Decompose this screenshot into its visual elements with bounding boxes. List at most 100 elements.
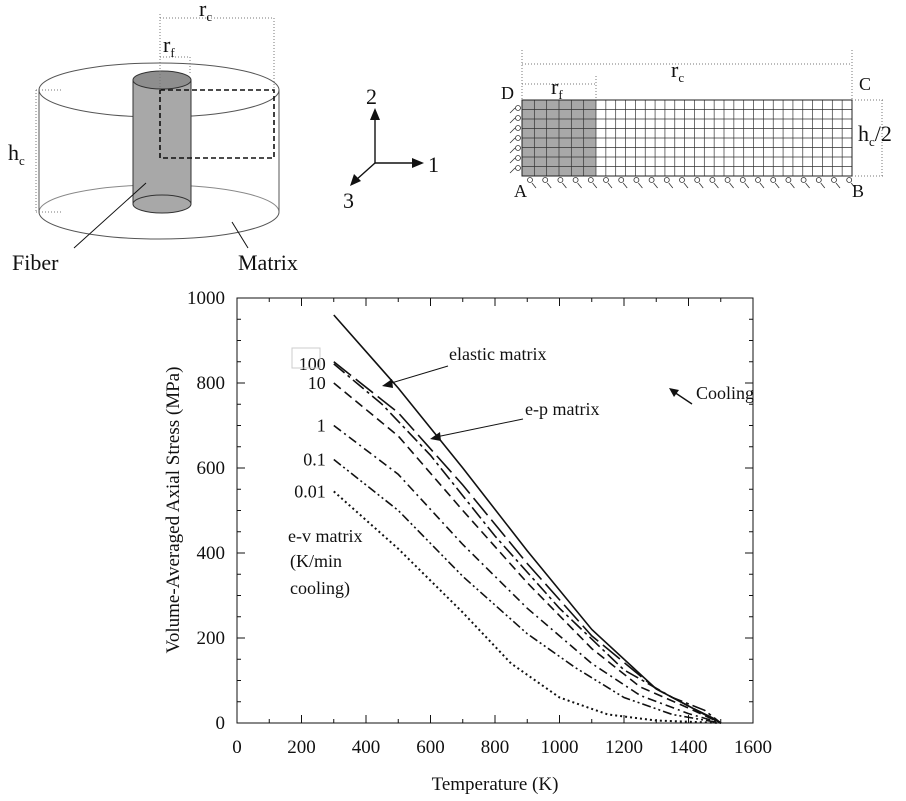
stress-temperature-chart: 0 200 400 600 800 1000 1200 1400 1600 0 200 400 600… [163,288,772,795]
roller-support-icon [785,177,792,183]
series-line-2 [333,363,722,724]
matrix-label: Matrix [238,250,298,275]
hatch-mark [638,182,643,189]
corner-B-label: B [852,181,864,201]
roller-support-icon [515,125,521,131]
hatch-mark [509,127,516,134]
series-line-4 [333,424,722,724]
y-tick-label: 0 [216,713,226,734]
hatch-mark [759,182,765,189]
mesh-rf-label: rf [551,74,563,102]
x-tick-label: 0 [232,737,242,758]
roller-support-icon [603,177,609,183]
label-highlight-box [291,347,321,369]
hatch-mark [790,182,795,189]
y-tick-label: 1000 [187,288,225,309]
hatch-mark [509,137,516,144]
hatch-mark [607,182,613,189]
hatch-mark [509,147,516,154]
fiber-body [132,79,192,205]
roller-support-icon [648,177,655,183]
x-tick-label: 200 [287,737,316,758]
roller-support-icon [515,155,521,161]
x-tick-label: 400 [352,737,381,758]
roller-support-icon [739,177,746,183]
x-tick-label: 1000 [541,737,579,758]
x-tick-label: 800 [481,737,510,758]
series-label-6: 0.01 [294,481,326,501]
roller-support-icon [724,177,731,183]
ep-arrow-icon [430,432,441,441]
x-tick-label: 1400 [670,737,708,758]
y-tick-label: 400 [197,543,226,564]
mesh-rc-label: rc [671,57,684,85]
hatch-mark [577,182,582,189]
roller-support-icon [800,177,807,183]
hatch-mark [622,182,628,189]
x-tick-label: 600 [416,737,445,758]
roller-support-icon [846,177,853,183]
mesh-boundary [521,99,853,177]
roller-support-icon [542,177,549,183]
y-tick-labels: 0 200 400 600 800 1000 [187,288,225,734]
series-line-5 [333,458,721,724]
hatch-mark [562,182,567,189]
hatch-mark [531,182,537,189]
axis-1-label: 1 [428,152,439,177]
hatch-mark [850,182,856,189]
roller-support-icon [515,115,521,121]
x-tick-labels: 0 200 400 600 800 1000 1200 1400 1600 [232,737,772,758]
corner-C-label: C [859,74,871,94]
roller-support-icon [587,177,594,183]
roller-support-icon [515,135,521,141]
roller-support-icon [770,177,777,183]
roller-support-icon [815,177,822,183]
roller-support-icon [515,165,521,171]
axis-2-label: 2 [366,84,377,109]
axis-3-line [355,162,376,181]
hatch-mark [509,117,516,124]
series-label-5: 0.1 [303,450,326,470]
mesh-grid [522,100,852,176]
fiber-leader [73,182,147,249]
hatch-mark [509,157,516,164]
ev-matrix-annotation-3: cooling) [290,578,350,599]
series-lines [333,314,722,724]
mesh-hc2-label: hc/2 [858,121,892,149]
x-tick-label: 1600 [734,737,772,758]
hatch-mark [774,182,780,189]
ep-arrow-line [435,418,524,438]
series-line-6 [333,490,721,724]
roller-support-icon [515,105,521,111]
axis-3-arrow-icon [350,174,361,186]
y-axis-label: Volume-Averaged Axial Stress (MPa) [163,367,184,654]
x-tick-label: 1200 [605,737,643,758]
hatch-mark [698,182,704,189]
hatch-mark [820,182,826,189]
section-box [159,89,275,159]
y-tick-label: 200 [197,628,226,649]
hatch-mark [744,182,750,189]
fe-mesh-schematic: rc rf hc/2 D C A B [501,50,892,201]
roller-support-icon [831,177,837,183]
hatch-mark [835,182,841,189]
roller-support-icon [527,177,533,183]
axis-1-arrow-icon [412,158,424,168]
roller-support-icon [709,177,716,183]
rc-label: rc [199,0,212,24]
elastic-arrow-line [387,365,449,385]
roller-support-icon [663,177,670,183]
hatch-mark [805,182,810,189]
coordinate-axes: 2 1 3 [343,84,439,213]
axis-3-label: 3 [343,188,354,213]
ev-matrix-annotation-1: e-v matrix [288,526,362,546]
ep-matrix-annotation: e-p matrix [525,399,599,419]
hatch-mark [509,167,516,174]
series-line-0 [333,314,722,724]
hatch-mark [714,182,719,189]
hatch-mark [729,182,734,189]
series-label-2: 100 [299,354,326,374]
matrix-leader [231,221,249,249]
